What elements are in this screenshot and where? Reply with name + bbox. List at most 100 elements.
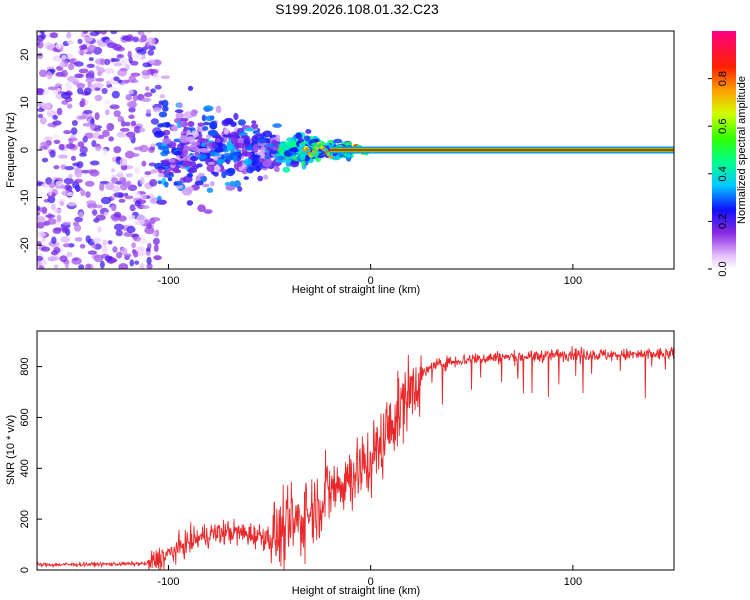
- heatmap-cell: [137, 31, 145, 36]
- heatmap-cell: [174, 109, 184, 114]
- heatmap-cell: [186, 200, 194, 206]
- heatmap-cell: [133, 146, 143, 151]
- heatmap-cell: [41, 206, 48, 215]
- heatmap-cell: [101, 148, 108, 157]
- heatmap-cell: [111, 177, 119, 184]
- heatmap-cell: [236, 161, 243, 168]
- heatmap-cell: [110, 31, 118, 35]
- heatmap-cell: [146, 263, 153, 269]
- colorbar-tick-label: 0.0: [717, 261, 729, 276]
- heatmap-cell: [165, 121, 171, 128]
- colorbar-tick-label: 0.6: [717, 119, 729, 134]
- heatmap-cell: [125, 173, 134, 178]
- heatmap-cell: [62, 226, 69, 232]
- heatmap-cell: [203, 209, 213, 215]
- heatmap-cell: [74, 216, 83, 223]
- heatmap-cell: [124, 121, 131, 127]
- heatmap-cell: [125, 34, 134, 42]
- heatmap-cell: [342, 141, 353, 146]
- heatmap-cell: [290, 160, 299, 168]
- heatmap-cell: [133, 53, 143, 60]
- heatmap-cell: [74, 237, 83, 242]
- heatmap-cell: [39, 117, 47, 125]
- heatmap-cell: [150, 169, 158, 174]
- heatmap-cell: [175, 169, 182, 174]
- colorbar-label: Normalized spectral amplitude: [736, 76, 748, 224]
- heatmap-cell: [127, 50, 132, 59]
- heatmap-cell: [202, 183, 210, 188]
- colorbar-gradient: [712, 31, 736, 269]
- heatmap-cell: [243, 176, 249, 180]
- heatmap-cell: [128, 114, 135, 120]
- heatmap-cell: [116, 251, 123, 259]
- heatmap-cell: [262, 130, 273, 138]
- heatmap-cell: [194, 180, 204, 186]
- heatmap-cell: [148, 59, 156, 64]
- heatmap-cell: [94, 204, 103, 209]
- snr-series-line: [37, 346, 674, 570]
- heatmap-cell: [79, 146, 88, 154]
- heatmap-x-axis-label: Height of straight line (km): [292, 284, 420, 296]
- heatmap-cell: [87, 70, 95, 77]
- heatmap-cell: [74, 224, 82, 232]
- heatmap-cell: [113, 211, 122, 218]
- heatmap-cell: [288, 147, 300, 152]
- heatmap-cell: [89, 31, 100, 37]
- heatmap-cell: [272, 123, 282, 128]
- heatmap-cell: [229, 180, 235, 187]
- heatmap-cell: [200, 138, 209, 143]
- snr-frame: [36, 330, 675, 571]
- heatmap-cell: [150, 217, 161, 222]
- heatmap-cell: [67, 137, 78, 142]
- heatmap-cell: [274, 166, 280, 173]
- heatmap-cell: [89, 160, 100, 166]
- heatmap-cell: [211, 141, 217, 149]
- heatmap-cell: [139, 127, 146, 133]
- heatmap-cell: [116, 171, 124, 178]
- heatmap-cell: [190, 109, 198, 117]
- heatmap-cell: [152, 107, 162, 113]
- heatmap-cell: [48, 182, 56, 189]
- heatmap-cell: [181, 188, 193, 196]
- heatmap-cell: [148, 162, 157, 167]
- heatmap-cell: [64, 184, 71, 191]
- heatmap-cell: [41, 157, 49, 163]
- heatmap-cell: [251, 120, 257, 124]
- heatmap-cell: [101, 245, 108, 254]
- heatmap-cell: [37, 255, 44, 262]
- heatmap-cell: [167, 177, 173, 182]
- heatmap-cell: [74, 169, 83, 178]
- heatmap-cell: [162, 105, 169, 112]
- heatmap-cell: [118, 198, 126, 203]
- heatmap-cell: [145, 86, 150, 91]
- heatmap-cell: [277, 155, 286, 161]
- heatmap-cell: [61, 92, 72, 100]
- heatmap-cell: [67, 192, 74, 197]
- heatmap-cell: [134, 260, 140, 265]
- heatmap-cell: [215, 105, 222, 114]
- heatmap-cell: [115, 229, 123, 237]
- heatmap-cell: [232, 154, 238, 163]
- heatmap-cell: [79, 45, 86, 50]
- heatmap-cell: [168, 171, 174, 176]
- heatmap-cell: [145, 112, 152, 117]
- heatmap-cell: [106, 123, 115, 131]
- heatmap-cell: [70, 155, 77, 161]
- heatmap-cell: [190, 155, 199, 162]
- heatmap-cell: [85, 191, 91, 198]
- heatmap-cell: [144, 92, 153, 98]
- snr-y-tick-label: 600: [19, 408, 31, 426]
- heatmap-cell: [58, 154, 68, 159]
- snr-x-tick-label: 0: [368, 576, 374, 588]
- heatmap-cell: [141, 69, 152, 76]
- heatmap-cell: [201, 114, 207, 122]
- heatmap-cell: [132, 36, 139, 43]
- heatmap-cell: [79, 243, 86, 249]
- heatmap-cell: [86, 63, 95, 68]
- heatmap-cell: [141, 205, 150, 209]
- snr-x-tick-label: 100: [564, 576, 582, 588]
- heatmap-cell: [104, 99, 111, 105]
- heatmap-cell: [154, 84, 162, 90]
- heatmap-cell: [263, 174, 269, 180]
